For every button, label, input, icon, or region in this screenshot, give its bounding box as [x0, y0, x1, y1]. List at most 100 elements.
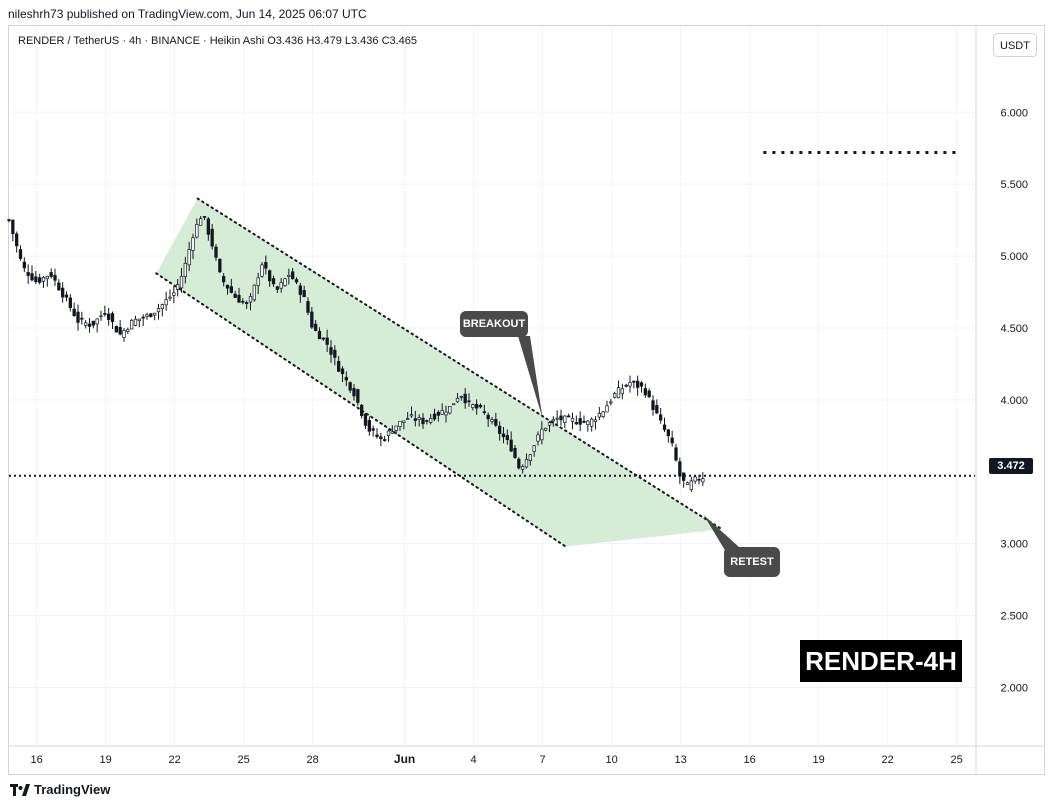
- candle-body: [693, 476, 697, 482]
- candle-body: [53, 274, 57, 281]
- candle-body: [563, 415, 567, 423]
- candle-body: [352, 388, 356, 397]
- candle-body: [486, 414, 490, 420]
- candle-body: [199, 218, 203, 226]
- candle-body: [605, 405, 609, 413]
- candle-body: [417, 417, 421, 421]
- candle-body: [689, 480, 693, 490]
- candle-body: [505, 435, 509, 441]
- candle-body: [126, 329, 130, 332]
- candle-body: [172, 292, 176, 296]
- candle-body: [237, 294, 241, 303]
- candle-body: [547, 422, 552, 426]
- tradingview-logo-icon: [10, 783, 30, 796]
- candle-body: [141, 316, 145, 319]
- candle-body: [229, 286, 233, 293]
- candle-body: [655, 405, 659, 414]
- x-tick-label: 16: [30, 754, 42, 766]
- candle-body: [685, 482, 690, 485]
- candle-body: [306, 301, 310, 313]
- candle-body: [524, 458, 529, 468]
- candle-body: [202, 216, 207, 218]
- candle-body: [551, 418, 555, 422]
- x-tick-label: 16: [743, 754, 755, 766]
- y-tick-label: 2.500: [1000, 611, 1028, 623]
- candle-body: [436, 411, 440, 416]
- candle-body: [513, 447, 517, 458]
- candle-body: [80, 317, 84, 320]
- candle-body: [153, 312, 157, 316]
- candle-body: [674, 447, 678, 461]
- candle-body: [214, 246, 218, 258]
- candle-body: [99, 315, 103, 318]
- candle-body: [344, 376, 348, 381]
- candle-body: [348, 382, 352, 391]
- candle-body: [559, 415, 563, 421]
- x-tick-label: 19: [812, 754, 824, 766]
- candle-body: [632, 380, 636, 383]
- candle-body: [386, 430, 391, 436]
- candle-body: [91, 320, 95, 326]
- channel-upper-line: [196, 197, 723, 531]
- candle-body: [609, 401, 613, 404]
- candle-body: [287, 274, 291, 277]
- candle-body: [256, 277, 260, 286]
- candle-body: [122, 330, 126, 338]
- candle-body: [130, 319, 134, 330]
- candle-body: [406, 418, 410, 420]
- x-tick-label: Jun: [394, 752, 415, 766]
- candle-body: [597, 413, 601, 418]
- x-tick-label: 22: [168, 754, 180, 766]
- tradingview-footer[interactable]: TradingView: [10, 782, 110, 797]
- candle-body: [379, 436, 383, 440]
- symbol-legend: RENDER / TetherUS · 4h · BINANCE · Heiki…: [18, 35, 418, 47]
- chart-frame: [8, 25, 1045, 775]
- candle-body: [145, 314, 149, 318]
- channel-lower-line: [155, 272, 567, 548]
- y-tick-label: 6.000: [1000, 107, 1028, 119]
- currency-button[interactable]: USDT: [993, 33, 1037, 57]
- candle-body: [448, 406, 452, 414]
- candle-body: [555, 417, 559, 420]
- candle-body: [570, 417, 575, 422]
- candle-body: [639, 382, 644, 387]
- candle-body: [697, 478, 701, 481]
- candle-body: [271, 278, 276, 285]
- candle-body: [528, 454, 532, 461]
- candle-body: [394, 425, 398, 431]
- candle-body: [371, 428, 375, 431]
- candle-body: [363, 413, 368, 426]
- candle-body: [578, 418, 582, 425]
- candle-body: [329, 347, 333, 355]
- x-tick-label: 25: [237, 754, 249, 766]
- candle-body: [133, 318, 138, 326]
- candle-body: [321, 337, 325, 340]
- publish-line: nileshrh73 published on TradingView.com,…: [8, 7, 367, 21]
- candle-body: [490, 419, 494, 423]
- candle-body: [367, 420, 371, 432]
- x-tick-label: 25: [950, 754, 962, 766]
- candle-body: [670, 437, 674, 444]
- candle-body: [283, 278, 287, 286]
- y-tick-label: 2.000: [1000, 682, 1028, 694]
- y-tick-label: 3.000: [1000, 539, 1028, 551]
- candle-body: [624, 384, 628, 387]
- candle-body: [149, 313, 153, 318]
- candle-body: [15, 233, 19, 247]
- candle-body: [325, 337, 329, 345]
- candle-body: [45, 275, 49, 280]
- footer-brand: TradingView: [34, 782, 111, 797]
- candle-body: [187, 249, 191, 266]
- candle-body: [233, 293, 237, 298]
- candle-body: [601, 411, 605, 417]
- candle-body: [183, 263, 187, 277]
- candle-body: [268, 270, 272, 282]
- candle-body: [333, 349, 337, 358]
- candle-body: [475, 403, 479, 409]
- candle-body: [567, 415, 571, 418]
- candle-body: [337, 360, 341, 372]
- candle-body: [18, 249, 23, 259]
- candle-body: [72, 308, 76, 317]
- candle-body: [41, 276, 46, 282]
